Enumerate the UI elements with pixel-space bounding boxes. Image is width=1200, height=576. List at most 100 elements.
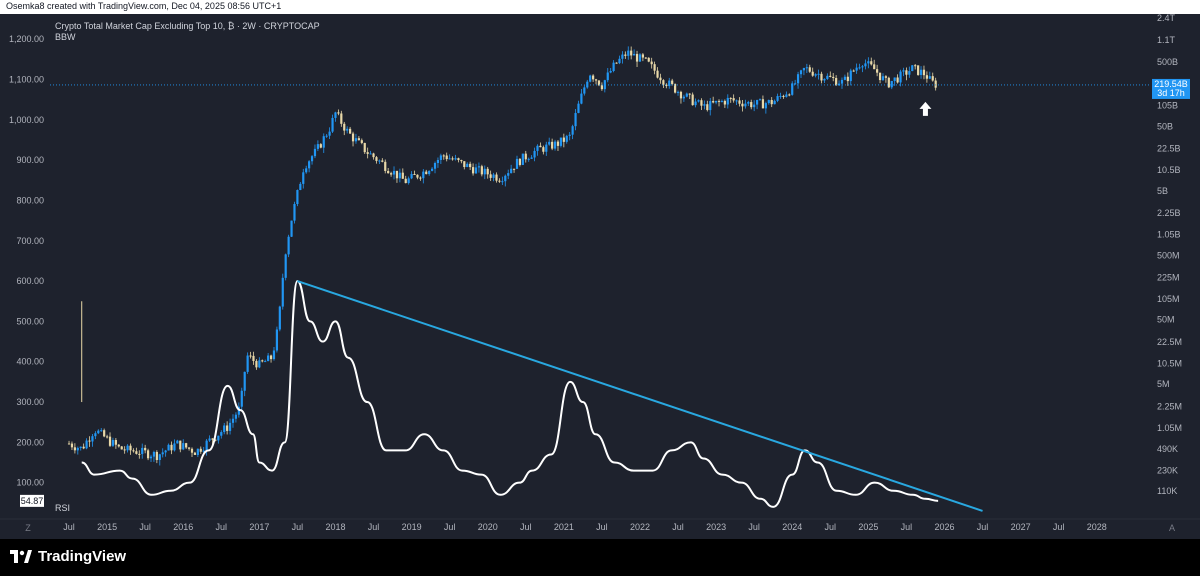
candle[interactable] [281, 277, 284, 307]
candle[interactable] [360, 140, 363, 143]
candle[interactable] [144, 447, 147, 451]
candle[interactable] [735, 100, 738, 102]
candle[interactable] [671, 80, 674, 84]
candle[interactable] [597, 80, 601, 86]
candle[interactable] [571, 126, 574, 135]
candle[interactable] [372, 153, 375, 158]
candle[interactable] [811, 71, 814, 76]
candle[interactable] [925, 75, 928, 79]
candle[interactable] [720, 100, 724, 102]
candle[interactable] [744, 103, 747, 107]
candle[interactable] [217, 435, 220, 441]
candle[interactable] [747, 102, 750, 104]
candle[interactable] [132, 450, 135, 452]
candle[interactable] [73, 447, 76, 451]
candle[interactable] [94, 433, 97, 437]
candle[interactable] [533, 150, 536, 158]
candle[interactable] [641, 54, 644, 58]
candle[interactable] [231, 418, 235, 423]
candle[interactable] [471, 167, 475, 174]
candle[interactable] [258, 360, 261, 368]
candle[interactable] [717, 100, 721, 102]
candle[interactable] [474, 167, 478, 174]
candle[interactable] [167, 444, 170, 451]
candle[interactable] [726, 97, 729, 105]
candle[interactable] [97, 430, 100, 434]
candle[interactable] [580, 93, 583, 104]
candle[interactable] [539, 145, 542, 148]
candle[interactable] [594, 79, 598, 81]
candle[interactable] [764, 103, 767, 109]
candle[interactable] [442, 155, 445, 157]
candle[interactable] [732, 98, 735, 101]
candle[interactable] [501, 181, 504, 183]
candle[interactable] [931, 76, 934, 81]
candle[interactable] [870, 61, 873, 65]
candle[interactable] [934, 80, 937, 88]
candle[interactable] [173, 443, 176, 451]
candle[interactable] [823, 78, 826, 81]
candle[interactable] [782, 95, 785, 97]
candle[interactable] [700, 100, 703, 106]
candle[interactable] [269, 355, 273, 360]
candle[interactable] [114, 440, 117, 445]
candle[interactable] [773, 100, 776, 105]
candle[interactable] [76, 447, 79, 451]
candle[interactable] [849, 70, 852, 82]
candle[interactable] [928, 76, 931, 79]
candle[interactable] [876, 69, 879, 73]
candle[interactable] [512, 168, 516, 170]
candle[interactable] [141, 447, 144, 454]
candle[interactable] [325, 135, 328, 137]
candle[interactable] [545, 144, 548, 152]
candle[interactable] [398, 172, 401, 179]
candle[interactable] [392, 170, 396, 175]
candle[interactable] [346, 128, 349, 131]
candle[interactable] [527, 158, 530, 160]
candle[interactable] [551, 141, 554, 149]
candle[interactable] [67, 443, 71, 445]
candle[interactable] [688, 93, 691, 95]
candle[interactable] [357, 138, 360, 141]
candle[interactable] [293, 204, 296, 221]
candle[interactable] [562, 137, 565, 142]
candle[interactable] [454, 158, 457, 160]
tradingview-logo[interactable]: TradingView [10, 548, 126, 565]
candle[interactable] [644, 57, 647, 59]
candle[interactable] [287, 236, 290, 255]
candle[interactable] [422, 171, 425, 179]
candle[interactable] [832, 76, 835, 79]
candle[interactable] [542, 147, 545, 152]
candle[interactable] [316, 144, 319, 149]
price-tag[interactable] [1152, 78, 1190, 99]
candle[interactable] [673, 83, 677, 93]
candle[interactable] [606, 72, 609, 81]
candle[interactable] [843, 76, 847, 80]
candle[interactable] [887, 77, 890, 88]
candle[interactable] [199, 448, 202, 452]
candle[interactable] [679, 91, 683, 99]
candle[interactable] [753, 104, 756, 108]
candle[interactable] [275, 329, 279, 351]
candle[interactable] [343, 123, 346, 131]
candle[interactable] [489, 174, 492, 178]
candle[interactable] [155, 451, 158, 460]
candle[interactable] [583, 87, 586, 94]
candle[interactable] [334, 112, 337, 118]
candle[interactable] [416, 174, 419, 178]
candle[interactable] [814, 74, 817, 76]
candle[interactable] [407, 178, 410, 184]
candle[interactable] [653, 64, 656, 71]
candle[interactable] [223, 425, 226, 433]
candle[interactable] [694, 101, 697, 106]
candle[interactable] [381, 160, 384, 162]
candle[interactable] [100, 430, 103, 432]
candle[interactable] [126, 445, 129, 451]
candle[interactable] [354, 138, 358, 142]
candle[interactable] [703, 104, 706, 106]
candle[interactable] [659, 77, 662, 81]
candle[interactable] [82, 446, 85, 449]
candle[interactable] [395, 170, 399, 179]
candle[interactable] [425, 171, 428, 175]
candle[interactable] [805, 67, 808, 69]
